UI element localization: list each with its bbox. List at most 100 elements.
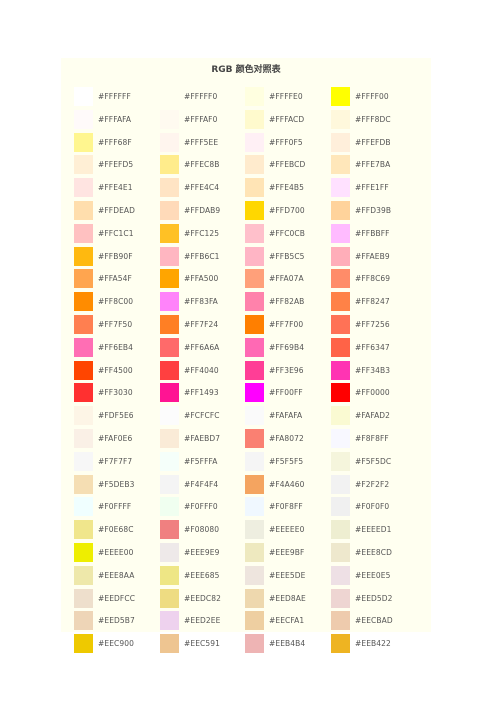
color-swatch xyxy=(245,429,264,448)
color-swatch xyxy=(160,269,179,289)
color-swatch xyxy=(331,315,350,334)
color-swatch xyxy=(245,155,264,175)
color-hex-label: #FF69B4 xyxy=(269,342,305,352)
color-swatch xyxy=(245,634,264,654)
color-hex-label: #EEB4B4 xyxy=(269,639,306,649)
color-swatch xyxy=(74,132,93,152)
color-hex-label: #FFF8DC xyxy=(355,114,391,124)
color-swatch xyxy=(160,315,179,334)
color-hex-label: #EEE5DE xyxy=(269,570,306,580)
color-hex-label: #FFFACD xyxy=(269,114,305,124)
color-hex-label: #FDF5E6 xyxy=(98,411,134,421)
color-swatch xyxy=(245,451,264,471)
color-hex-label: #F5DEB3 xyxy=(98,479,135,489)
color-hex-label: #FFB90F xyxy=(98,251,133,261)
color-hex-label: #FFE4C4 xyxy=(184,183,220,193)
color-swatch xyxy=(245,383,264,403)
color-hex-label: #EEE0E5 xyxy=(355,570,391,580)
color-hex-label: #EED5D2 xyxy=(355,593,393,603)
color-hex-label: #FFEFDB xyxy=(355,137,391,147)
color-swatch xyxy=(331,223,350,243)
color-hex-label: #F7F7F7 xyxy=(98,456,133,466)
color-hex-label: #FF82AB xyxy=(269,297,305,307)
color-swatch xyxy=(74,223,93,243)
color-swatch xyxy=(331,178,350,198)
color-swatch xyxy=(160,474,179,494)
color-hex-label: #FFBBFF xyxy=(355,228,390,238)
color-hex-label: #FFC0CB xyxy=(269,228,306,238)
color-hex-label: #FF8247 xyxy=(355,297,390,307)
color-hex-label: #F5FFFA xyxy=(184,456,218,466)
color-swatch xyxy=(331,87,350,106)
color-hex-label: #EEDFCC xyxy=(98,593,136,603)
color-hex-label: #FF00FF xyxy=(269,388,303,398)
color-hex-label: #FFC1C1 xyxy=(98,228,134,238)
color-swatch xyxy=(331,132,350,152)
color-hex-label: #FCFCFC xyxy=(184,411,220,421)
color-hex-label: #FFFFFF xyxy=(98,92,131,101)
color-swatch xyxy=(74,201,93,220)
color-hex-label: #FFF5EE xyxy=(184,137,219,147)
color-hex-label: #F8F8FF xyxy=(355,434,389,443)
color-swatch xyxy=(331,360,350,380)
color-swatch xyxy=(245,520,264,540)
color-swatch xyxy=(160,634,179,654)
color-swatch xyxy=(160,87,179,106)
color-swatch xyxy=(160,429,179,448)
color-swatch xyxy=(160,201,179,220)
color-swatch xyxy=(160,109,179,129)
color-swatch xyxy=(331,588,350,608)
color-swatch xyxy=(245,474,264,494)
color-hex-label: #FFFFE0 xyxy=(269,92,303,101)
color-swatch xyxy=(245,337,264,357)
color-hex-label: #FF83FA xyxy=(184,297,218,307)
color-hex-label: #FFAEB9 xyxy=(355,251,390,261)
color-swatch xyxy=(331,429,350,448)
color-swatch xyxy=(74,497,93,517)
color-hex-label: #FFDEAD xyxy=(98,206,136,215)
color-hex-label: #FF4500 xyxy=(98,365,133,375)
color-swatch xyxy=(331,337,350,357)
color-swatch xyxy=(74,406,93,426)
color-swatch xyxy=(245,543,264,562)
color-hex-label: #FFA07A xyxy=(269,274,304,284)
color-swatch xyxy=(74,178,93,198)
color-hex-label: #F4F4F4 xyxy=(184,479,219,489)
color-swatch xyxy=(331,520,350,540)
color-swatch xyxy=(160,383,179,403)
color-swatch xyxy=(331,451,350,471)
color-swatch xyxy=(160,246,179,266)
color-hex-label: #F0FFFF xyxy=(98,502,132,512)
color-swatch xyxy=(245,292,264,312)
color-swatch xyxy=(331,543,350,562)
color-hex-label: #F4A460 xyxy=(269,479,305,489)
color-hex-label: #F2F2F2 xyxy=(355,479,390,489)
color-swatch xyxy=(331,474,350,494)
color-swatch xyxy=(160,337,179,357)
color-hex-label: #F0F8FF xyxy=(269,502,303,512)
color-hex-label: #FF7256 xyxy=(355,320,390,329)
page-title: RGB 颜色对照表 xyxy=(211,65,281,75)
color-hex-label: #EED2EE xyxy=(184,616,221,626)
color-swatch xyxy=(331,292,350,312)
color-table: RGB 颜色对照表 #FFFFFF #FFFFF0 #FFFFE0 #FFFF00 #F… xyxy=(61,58,431,654)
color-hex-label: #FFF0F5 xyxy=(269,137,303,147)
color-hex-label: #FFFAF0 xyxy=(184,114,218,124)
color-hex-label: #EEE9BF xyxy=(269,548,305,557)
color-hex-label: #FFD700 xyxy=(269,206,305,215)
color-hex-label: #FF7F00 xyxy=(269,320,304,329)
color-swatch xyxy=(74,429,93,448)
color-hex-label: #FF7F50 xyxy=(98,320,133,329)
color-hex-label: #FFA54F xyxy=(98,274,132,284)
color-hex-label: #FFB5C5 xyxy=(269,251,305,261)
color-hex-label: #FF6347 xyxy=(355,342,390,352)
color-hex-label: #FFFAFA xyxy=(98,114,132,124)
color-hex-label: #FF8C00 xyxy=(98,297,134,307)
color-swatch xyxy=(74,588,93,608)
color-hex-label: #FF1493 xyxy=(184,388,219,398)
color-swatch xyxy=(74,269,93,289)
color-hex-label: #EEC591 xyxy=(184,639,221,649)
color-swatch xyxy=(160,497,179,517)
color-swatch xyxy=(74,634,93,654)
color-swatch xyxy=(74,246,93,266)
